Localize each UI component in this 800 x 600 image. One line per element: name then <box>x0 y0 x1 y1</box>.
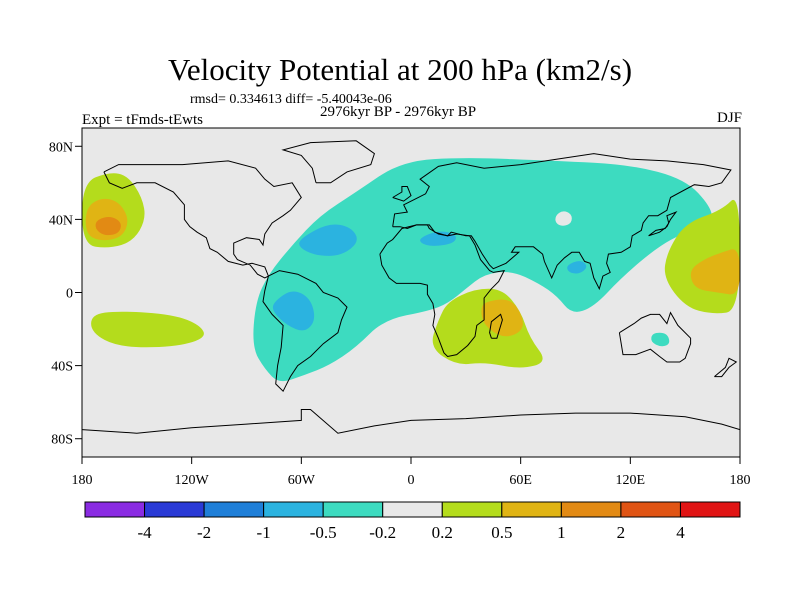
coastline-1 <box>262 270 348 393</box>
right-label: DJF <box>716 110 742 126</box>
x-tick-label: 60W <box>288 473 316 488</box>
coastline-7 <box>82 409 740 434</box>
contour-region-2 <box>95 216 121 236</box>
coastline-5 <box>281 140 375 184</box>
contour-region-5 <box>299 224 357 256</box>
colorbar-swatch <box>144 501 205 518</box>
colorbar-swatch <box>620 501 681 518</box>
y-tick-label: 80N <box>49 140 73 155</box>
coastline-layer <box>82 140 740 434</box>
colorbar-label: -0.2 <box>369 523 396 542</box>
x-tick-label: 120E <box>616 473 646 488</box>
colorbar-label: 0.2 <box>432 523 453 542</box>
colorbar-swatch <box>84 501 146 518</box>
x-tick-label: 180 <box>72 473 93 488</box>
colorbar-label: 1 <box>557 523 566 542</box>
colorbar-swatch <box>203 501 265 518</box>
colorbar-swatch <box>263 501 324 518</box>
x-axis: 180 120W 60W 0 60E 120E 180 <box>72 457 751 488</box>
colorbar: -4 -2 -1 -0.5 -0.2 0.2 0.5 1 2 4 <box>84 501 741 542</box>
colorbar-swatch <box>679 501 741 518</box>
coastline-8 <box>392 186 412 202</box>
contour-region-4 <box>253 158 712 382</box>
x-tick-label: 60E <box>509 473 532 488</box>
colorbar-swatch <box>382 501 443 518</box>
left-label: Expt = tFmds-tEwts <box>82 112 203 128</box>
contour-region-3 <box>91 311 204 348</box>
contour-region-6 <box>272 291 315 331</box>
center-label: 2976kyr BP - 2976kyr BP <box>320 104 477 120</box>
contour-region-14 <box>651 332 670 347</box>
colorbar-label: -4 <box>137 523 152 542</box>
contour-region-13 <box>690 249 740 295</box>
coastline-3 <box>379 224 506 358</box>
colorbar-swatch <box>501 501 562 518</box>
y-tick-label: 0 <box>66 287 73 302</box>
colorbar-label: 2 <box>617 523 626 542</box>
coastline-10 <box>714 357 738 378</box>
colorbar-label: -1 <box>257 523 271 542</box>
contour-fill-layer <box>82 158 740 382</box>
y-axis: 80N 40N 0 40S 80S <box>49 140 82 448</box>
x-tick-label: 0 <box>408 473 415 488</box>
colorbar-swatch <box>560 501 622 518</box>
x-tick-label: 180 <box>730 473 751 488</box>
coastline-4 <box>618 311 692 363</box>
x-tick-label: 120W <box>175 473 210 488</box>
coastline-2 <box>392 153 732 291</box>
chart-title: Velocity Potential at 200 hPa (km2/s) <box>167 52 633 87</box>
y-tick-label: 80S <box>51 433 73 448</box>
colorbar-swatch <box>322 501 384 518</box>
colorbar-label: -0.5 <box>310 523 337 542</box>
colorbar-label: 4 <box>676 523 685 542</box>
colorbar-swatch <box>441 501 503 518</box>
contour-region-9 <box>555 211 572 226</box>
contour-region-8 <box>567 261 587 274</box>
stats-line: rmsd= 0.334613 diff= -5.40043e-06 <box>190 92 392 107</box>
y-tick-label: 40N <box>49 213 73 228</box>
colorbar-label: 0.5 <box>491 523 512 542</box>
y-tick-label: 40S <box>51 360 73 375</box>
coastline-6 <box>489 313 503 339</box>
coastline-0 <box>103 160 302 279</box>
colorbar-label: -2 <box>197 523 211 542</box>
coastline-9 <box>648 210 678 237</box>
